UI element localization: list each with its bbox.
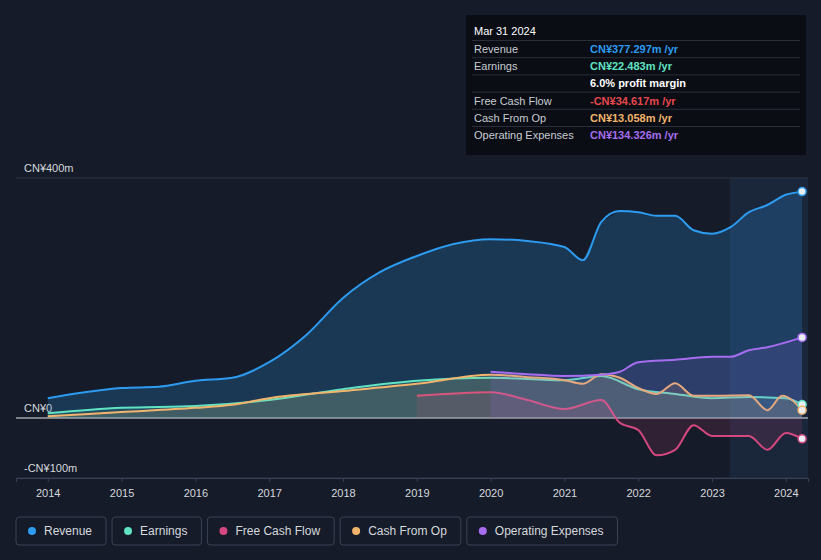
x-tick-label: 2024 xyxy=(774,487,798,499)
x-tick: 2014 xyxy=(36,478,60,499)
legend: Revenue Earnings Free Cash Flow Cash From O… xyxy=(16,517,618,545)
x-tick-mark xyxy=(269,478,270,482)
chart: -CN¥100mCN¥0CN¥400m201420152016201720182… xyxy=(0,0,821,560)
legend-box[interactable] xyxy=(467,517,618,545)
tooltip-separator xyxy=(472,126,800,127)
x-tick-label: 2018 xyxy=(331,487,355,499)
x-tick-mark xyxy=(48,478,49,482)
tooltip-box xyxy=(466,15,806,155)
x-axis-line xyxy=(17,479,809,483)
x-tick-label: 2017 xyxy=(257,487,281,499)
series-line xyxy=(491,337,802,376)
x-tick-label: 2020 xyxy=(479,487,503,499)
tooltip: Mar 31 2024 Revenue CN¥377.297m /yr Earning… xyxy=(466,15,806,155)
series-group xyxy=(48,192,802,456)
legend-label[interactable]: Cash From Op xyxy=(368,524,447,538)
tooltip-label: Operating Expenses xyxy=(474,129,574,141)
tooltip-label: Earnings xyxy=(474,60,518,72)
legend-swatch xyxy=(124,527,132,535)
y-tick-label: CN¥400m xyxy=(24,162,74,174)
x-tick-label: 2023 xyxy=(700,487,724,499)
tooltip-value: CN¥13.058m /yr xyxy=(590,112,673,124)
x-tick-mark xyxy=(786,478,787,482)
legend-label[interactable]: Operating Expenses xyxy=(495,524,604,538)
end-point xyxy=(798,406,806,414)
x-tick: 2016 xyxy=(184,478,208,499)
y-tick-label: -CN¥100m xyxy=(24,462,77,474)
x-tick-label: 2015 xyxy=(110,487,134,499)
x-tick-label: 2016 xyxy=(184,487,208,499)
grid xyxy=(16,178,808,478)
tooltip-separator xyxy=(472,74,800,75)
legend-box[interactable] xyxy=(112,517,201,545)
tooltip-title: Mar 31 2024 xyxy=(474,25,536,37)
x-tick-mark xyxy=(343,478,344,482)
x-tick-label: 2022 xyxy=(626,487,650,499)
x-tick: 2024 xyxy=(774,478,798,499)
tooltip-separator xyxy=(472,92,800,93)
tooltip-separator xyxy=(472,109,800,110)
series-area xyxy=(491,337,802,418)
legend-item[interactable]: Revenue xyxy=(16,517,106,545)
x-tick: 2020 xyxy=(479,478,503,499)
tooltip-value: -CN¥34.617m /yr xyxy=(590,95,676,107)
tooltip-value: CN¥22.483m /yr xyxy=(590,60,673,72)
x-tick: 2018 xyxy=(331,478,355,499)
tooltip-separator xyxy=(472,40,800,41)
legend-label[interactable]: Free Cash Flow xyxy=(235,524,320,538)
series-area xyxy=(48,192,802,418)
legend-item[interactable]: Cash From Op xyxy=(340,517,461,545)
x-axis: 2014 2015 2016 2017 2018 2019 2020 2021 2022 2023… xyxy=(17,478,809,499)
y-axis: -CN¥100mCN¥0CN¥400m xyxy=(24,162,77,479)
x-tick: 2021 xyxy=(553,478,577,499)
legend-item[interactable]: Operating Expenses xyxy=(467,517,618,545)
y-tick: -CN¥100m xyxy=(24,462,77,479)
legend-label[interactable]: Earnings xyxy=(140,524,187,538)
x-tick-mark xyxy=(638,478,639,482)
x-tick-mark xyxy=(195,478,196,482)
x-tick-mark xyxy=(417,478,418,482)
x-tick-mark xyxy=(122,478,123,482)
x-tick-mark xyxy=(491,478,492,482)
x-tick: 2022 xyxy=(626,478,650,499)
legend-swatch xyxy=(219,527,227,535)
tooltip-separator xyxy=(472,57,800,58)
x-tick-mark xyxy=(712,478,713,482)
end-point xyxy=(798,188,806,196)
x-tick: 2023 xyxy=(700,478,724,499)
grid-line xyxy=(16,178,808,179)
x-tick-label: 2014 xyxy=(36,487,60,499)
y-tick: CN¥400m xyxy=(24,162,74,179)
tooltip-label: Cash From Op xyxy=(474,112,546,124)
x-tick-label: 2019 xyxy=(405,487,429,499)
legend-item[interactable]: Earnings xyxy=(112,517,201,545)
x-tick-mark xyxy=(564,478,565,482)
tooltip-label: Free Cash Flow xyxy=(474,95,552,107)
x-tick: 2017 xyxy=(257,478,281,499)
legend-swatch xyxy=(352,527,360,535)
legend-box[interactable] xyxy=(340,517,461,545)
legend-swatch xyxy=(479,527,487,535)
x-tick: 2015 xyxy=(110,478,134,499)
tooltip-label: Revenue xyxy=(474,43,518,55)
legend-box[interactable] xyxy=(207,517,334,545)
legend-item[interactable]: Free Cash Flow xyxy=(207,517,334,545)
tooltip-value: CN¥134.326m /yr xyxy=(590,129,679,141)
y-axis-line xyxy=(24,179,25,479)
x-tick: 2019 xyxy=(405,478,429,499)
legend-swatch xyxy=(28,527,36,535)
x-tick-label: 2021 xyxy=(553,487,577,499)
tooltip-value: 6.0% profit margin xyxy=(590,77,686,89)
legend-box[interactable] xyxy=(16,517,106,545)
end-point xyxy=(798,435,806,443)
end-point xyxy=(798,333,806,341)
legend-label[interactable]: Revenue xyxy=(44,524,92,538)
tooltip-value: CN¥377.297m /yr xyxy=(590,43,679,55)
